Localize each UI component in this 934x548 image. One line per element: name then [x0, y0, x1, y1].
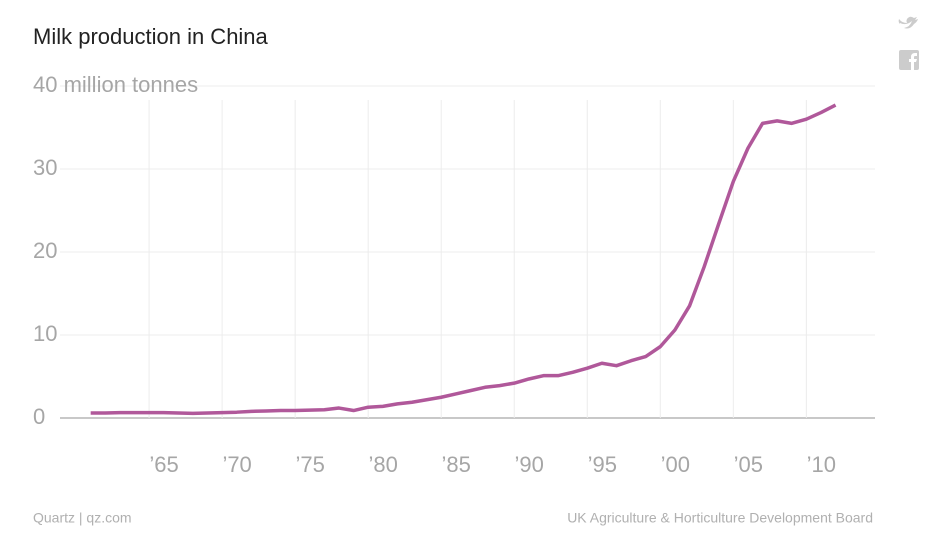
- y-tick-label: 30: [33, 155, 57, 180]
- credit: Quartz | qz.com: [33, 510, 132, 526]
- y-tick-label: 0: [33, 404, 45, 429]
- y-tick-label: 40 million tonnes: [33, 72, 198, 97]
- x-tick-label: ’80: [369, 452, 398, 477]
- chart-title: Milk production in China: [33, 24, 269, 49]
- y-tick-label: 10: [33, 321, 57, 346]
- x-tick-label: ’70: [222, 452, 251, 477]
- x-tick-label: ’85: [442, 452, 471, 477]
- data-line: [90, 103, 837, 416]
- x-tick-label: ’00: [661, 452, 690, 477]
- share-icons[interactable]: [898, 16, 919, 70]
- x-tick-label: ’95: [588, 452, 617, 477]
- x-tick-label: ’90: [515, 452, 544, 477]
- x-tick-label: ’10: [807, 452, 836, 477]
- x-tick-label: ’65: [149, 452, 178, 477]
- source: UK Agriculture & Horticulture Developmen…: [567, 510, 873, 526]
- twitter-icon[interactable]: [898, 16, 918, 29]
- x-tick-label: ’75: [295, 452, 324, 477]
- y-tick-label: 20: [33, 238, 57, 263]
- facebook-glyph: [909, 53, 917, 70]
- x-tick-label: ’05: [734, 452, 763, 477]
